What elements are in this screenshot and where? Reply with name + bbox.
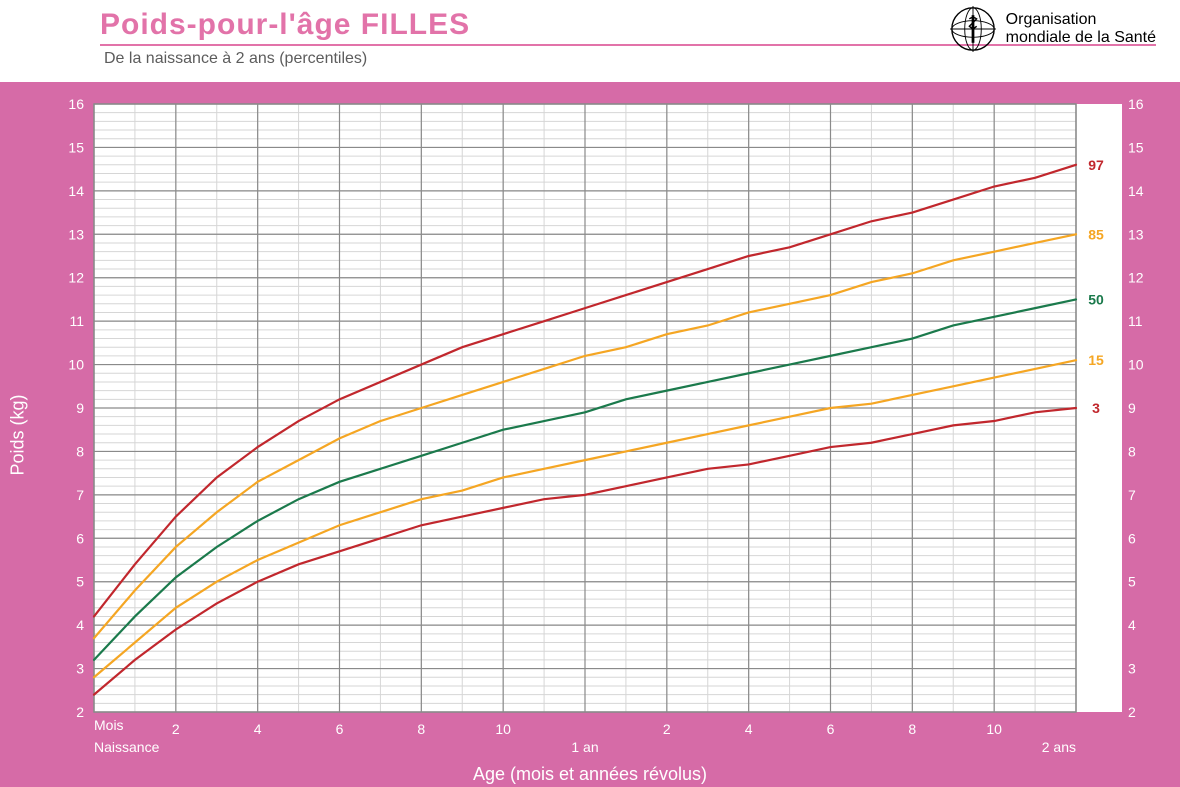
- y-tick-right: 13: [1128, 226, 1144, 242]
- y-tick-right: 7: [1128, 487, 1136, 503]
- y-tick-right: 9: [1128, 400, 1136, 416]
- y-tick-right: 4: [1128, 617, 1136, 633]
- y-tick-right: 14: [1128, 183, 1144, 199]
- x-tick: 10: [986, 721, 1002, 737]
- y-tick-right: 8: [1128, 443, 1136, 459]
- y-tick-left: 10: [68, 357, 84, 373]
- x-tick: 2: [172, 721, 180, 737]
- y-tick-left: 8: [76, 443, 84, 459]
- x-tick: 8: [908, 721, 916, 737]
- y-tick-right: 10: [1128, 357, 1144, 373]
- percentile-label-15: 15: [1088, 352, 1104, 368]
- growth-chart: 3 15 50 85 97 2 2 3 3 4 4 5 5 6 6 7 7 8 8 9 9 10 10 11 11 12 12 13 1…: [24, 96, 1152, 772]
- y-tick-right: 15: [1128, 139, 1144, 155]
- y-tick-right: 6: [1128, 530, 1136, 546]
- y-tick-left: 13: [68, 226, 84, 242]
- x-tick: 6: [827, 721, 835, 737]
- y-tick-left: 14: [68, 183, 84, 199]
- chart-frame: Poids (kg) Age (mois et années révolus) …: [0, 82, 1180, 787]
- org-block: Organisation mondiale de la Santé: [950, 6, 1156, 52]
- y-tick-left: 7: [76, 487, 84, 503]
- y-axis-label: Poids (kg): [8, 394, 29, 475]
- y-tick-left: 11: [69, 313, 84, 329]
- x-mois-label: Mois: [94, 717, 124, 733]
- x-tick: 2 ans: [1042, 739, 1076, 755]
- x-tick: 8: [417, 721, 425, 737]
- y-tick-left: 12: [68, 270, 84, 286]
- percentile-label-50: 50: [1088, 291, 1104, 307]
- x-tick: 10: [495, 721, 511, 737]
- y-tick-left: 2: [76, 704, 84, 720]
- y-tick-left: 15: [68, 139, 84, 155]
- org-line2: mondiale de la Santé: [1006, 29, 1156, 47]
- x-tick: 4: [745, 721, 753, 737]
- y-tick-left: 3: [76, 661, 84, 677]
- y-tick-left: 9: [76, 400, 84, 416]
- header: Poids-pour-l'âge FILLES De la naissance …: [0, 0, 1180, 88]
- y-tick-right: 11: [1128, 313, 1143, 329]
- percentile-label-97: 97: [1088, 157, 1104, 173]
- x-tick: 4: [254, 721, 262, 737]
- percentile-label-3: 3: [1092, 400, 1100, 416]
- x-tick: 1 an: [571, 739, 598, 755]
- y-tick-left: 4: [76, 617, 84, 633]
- y-tick-left: 16: [68, 96, 84, 112]
- x-tick: 2: [663, 721, 671, 737]
- org-line1: Organisation: [1006, 11, 1156, 29]
- y-tick-right: 3: [1128, 661, 1136, 677]
- x-axis-label: Age (mois et années révolus): [24, 764, 1156, 785]
- percentile-label-85: 85: [1088, 226, 1104, 242]
- y-tick-right: 12: [1128, 270, 1144, 286]
- y-tick-right: 2: [1128, 704, 1136, 720]
- y-tick-left: 6: [76, 530, 84, 546]
- x-tick: Naissance: [94, 739, 160, 755]
- y-tick-right: 5: [1128, 574, 1136, 590]
- y-tick-right: 16: [1128, 96, 1144, 112]
- y-tick-left: 5: [76, 574, 84, 590]
- chart-subtitle: De la naissance à 2 ans (percentiles): [104, 50, 1156, 68]
- x-tick: 6: [336, 721, 344, 737]
- org-name: Organisation mondiale de la Santé: [1006, 11, 1156, 48]
- who-logo-icon: [950, 6, 996, 52]
